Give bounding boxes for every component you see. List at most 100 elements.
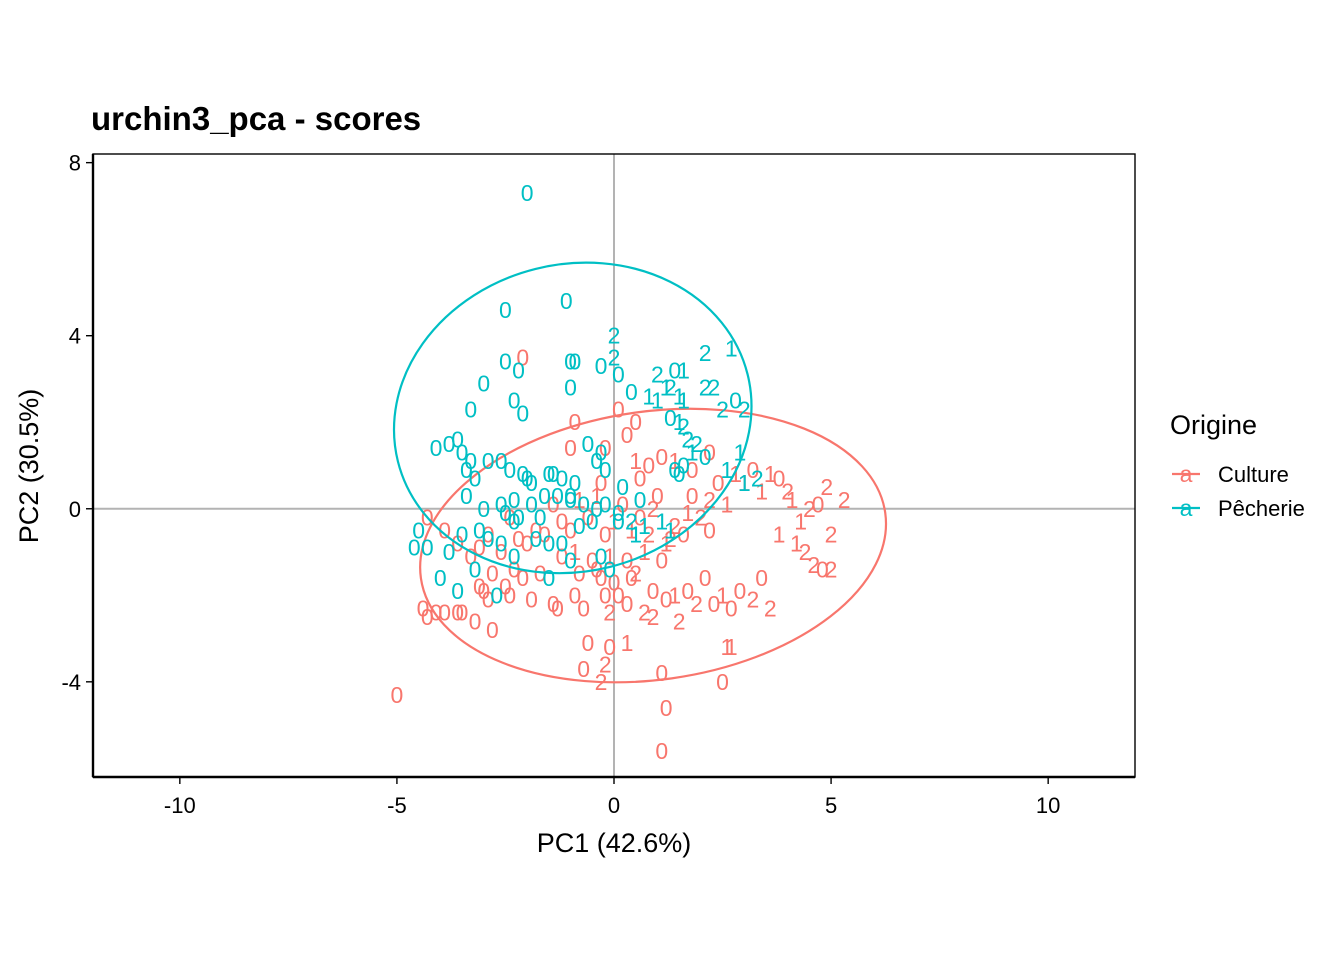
data-point: 2 xyxy=(608,323,621,349)
confidence-ellipse xyxy=(392,261,753,575)
data-point: 2 xyxy=(651,362,664,388)
data-point: 0 xyxy=(660,695,673,721)
data-point: 0 xyxy=(521,180,534,206)
data-point: 0 xyxy=(716,669,729,695)
data-point: 0 xyxy=(569,582,582,608)
data-point: 2 xyxy=(699,375,712,401)
data-point: 2 xyxy=(699,340,712,366)
data-point: 0 xyxy=(625,565,638,591)
data-point: 0 xyxy=(551,595,564,621)
data-point: 0 xyxy=(616,491,629,517)
data-point: 0 xyxy=(595,470,608,496)
legend-label: Pêcherie xyxy=(1218,496,1305,521)
data-point: 2 xyxy=(807,552,820,578)
data-point: 0 xyxy=(486,561,499,587)
data-point: 0 xyxy=(456,440,469,466)
data-point: 0 xyxy=(542,461,555,487)
data-point: 0 xyxy=(564,349,577,375)
data-point: 0 xyxy=(521,530,534,556)
data-point: 0 xyxy=(595,543,608,569)
data-point: 0 xyxy=(590,448,603,474)
data-point: 0 xyxy=(556,465,569,491)
y-axis-title: PC2 (30.5%) xyxy=(14,389,44,544)
data-point: 2 xyxy=(638,600,651,626)
y-tick-label: 0 xyxy=(69,497,81,522)
data-point: 0 xyxy=(634,487,647,513)
data-point: 0 xyxy=(773,465,786,491)
data-point: 0 xyxy=(556,509,569,535)
data-point: 0 xyxy=(681,578,694,604)
data-point: 1 xyxy=(755,478,768,504)
data-point: 0 xyxy=(747,457,760,483)
data-point: 0 xyxy=(725,595,738,621)
data-point: 1 xyxy=(738,470,751,496)
data-point: 0 xyxy=(434,565,447,591)
data-point: 2 xyxy=(603,600,616,626)
data-point: 1 xyxy=(673,383,686,409)
data-point: 2 xyxy=(668,513,681,539)
data-point: 0 xyxy=(516,461,529,487)
data-point: 0 xyxy=(699,444,712,470)
data-point: 0 xyxy=(634,465,647,491)
data-point: 1 xyxy=(590,483,603,509)
data-point: 0 xyxy=(516,401,529,427)
data-point: 0 xyxy=(460,483,473,509)
data-point: 2 xyxy=(647,496,660,522)
data-point: 0 xyxy=(451,578,464,604)
data-point: 0 xyxy=(664,405,677,431)
data-point: 0 xyxy=(608,569,621,595)
data-point: 0 xyxy=(625,379,638,405)
data-point: 0 xyxy=(621,422,634,448)
data-point: 0 xyxy=(469,465,482,491)
data-point: 0 xyxy=(564,435,577,461)
data-point: 0 xyxy=(499,500,512,526)
data-point: 0 xyxy=(595,353,608,379)
data-point: 0 xyxy=(556,543,569,569)
data-point: 0 xyxy=(443,431,456,457)
data-point: 0 xyxy=(503,504,516,530)
chart-title: urchin3_pca - scores xyxy=(91,100,421,137)
data-point: 0 xyxy=(473,574,486,600)
data-point: 0 xyxy=(529,526,542,552)
data-point: 1 xyxy=(681,500,694,526)
data-point: 0 xyxy=(482,587,495,613)
data-point: 1 xyxy=(603,543,616,569)
data-point: 1 xyxy=(734,440,747,466)
data-point: 0 xyxy=(577,595,590,621)
data-point: 0 xyxy=(621,548,634,574)
data-point: 1 xyxy=(673,409,686,435)
data-point: 1 xyxy=(720,457,733,483)
data-point: 0 xyxy=(542,530,555,556)
data-point: 0 xyxy=(469,608,482,634)
x-tick-label: -10 xyxy=(164,793,196,818)
data-point: 0 xyxy=(612,362,625,388)
data-point: 2 xyxy=(681,427,694,453)
data-point: 1 xyxy=(677,357,690,383)
data-point: 2 xyxy=(664,375,677,401)
data-point: 0 xyxy=(508,509,521,535)
data-point: 1 xyxy=(786,487,799,513)
data-point: 0 xyxy=(547,461,560,487)
data-point: 1 xyxy=(794,509,807,535)
data-point: 0 xyxy=(421,535,434,561)
data-point: 0 xyxy=(512,526,525,552)
data-point: 0 xyxy=(551,483,564,509)
data-point: 0 xyxy=(547,491,560,517)
data-point: 2 xyxy=(642,522,655,548)
data-point: 0 xyxy=(603,556,616,582)
data-point: 0 xyxy=(621,591,634,617)
data-point: 0 xyxy=(508,543,521,569)
data-point: 0 xyxy=(464,396,477,422)
x-tick-label: -5 xyxy=(387,793,407,818)
data-point: 2 xyxy=(825,522,838,548)
data-point: 0 xyxy=(534,504,547,530)
data-point: 0 xyxy=(686,483,699,509)
data-point: 0 xyxy=(534,561,547,587)
data-point: 1 xyxy=(668,448,681,474)
data-point: 0 xyxy=(755,565,768,591)
data-point: 0 xyxy=(451,600,464,626)
data-point: 0 xyxy=(812,491,825,517)
legend-key-glyph: a xyxy=(1180,495,1193,521)
